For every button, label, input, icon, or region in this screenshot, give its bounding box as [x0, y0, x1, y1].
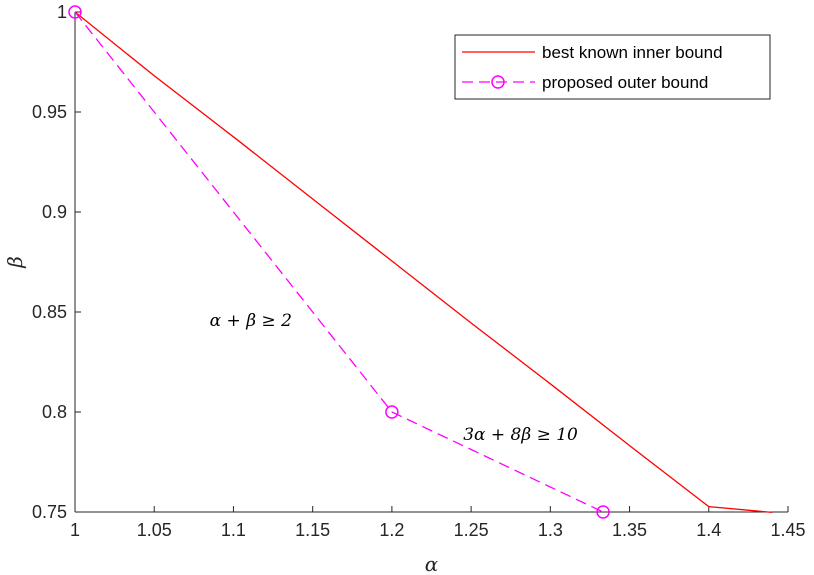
axes: 1 1.05 1.1 1.15 1.2 1.25 1.3 1.35 1.4 1.45 0.75 0.8…	[32, 2, 806, 540]
y-tick-label: 0.8	[42, 402, 67, 422]
x-tick-label: 1.4	[696, 520, 721, 540]
y-tick-label: 1	[57, 2, 67, 22]
x-tick-label: 1.3	[538, 520, 563, 540]
x-tick-label: 1.2	[379, 520, 404, 540]
x-tick-label: 1	[70, 520, 80, 540]
x-axis-label: α	[425, 552, 439, 575]
series-2-marker	[385, 405, 399, 419]
x-tick-label: 1.1	[221, 520, 246, 540]
y-tick-label: 0.75	[32, 502, 67, 522]
y-axis-label: β	[3, 256, 27, 269]
series-2-marker	[596, 505, 610, 519]
x-tick-label: 1.15	[295, 520, 330, 540]
x-tick-label: 1.05	[137, 520, 172, 540]
y-tick-label: 0.9	[42, 202, 67, 222]
legend: best known inner bound proposed outer bou…	[454, 34, 771, 100]
annotation-layer: α + β ≥ 2 3α + 8β ≥ 10	[210, 311, 578, 445]
y-tick-label: 0.85	[32, 302, 67, 322]
legend-label-2: proposed outer bound	[542, 73, 708, 92]
x-tick-label: 1.45	[770, 520, 805, 540]
annotation-2: 3α + 8β ≥ 10	[463, 425, 578, 445]
series-line-1	[74, 11, 773, 514]
legend-box	[454, 34, 771, 100]
annotation-1: α + β ≥ 2	[210, 311, 292, 331]
legend-marker-2	[491, 75, 505, 89]
series-line-2	[74, 11, 604, 513]
x-tick-label: 1.35	[612, 520, 647, 540]
legend-label-1: best known inner bound	[542, 43, 723, 62]
x-tick-label: 1.25	[454, 520, 489, 540]
series-2-marker	[68, 5, 82, 19]
y-tick-label: 0.95	[32, 102, 67, 122]
series-layer	[68, 5, 773, 519]
